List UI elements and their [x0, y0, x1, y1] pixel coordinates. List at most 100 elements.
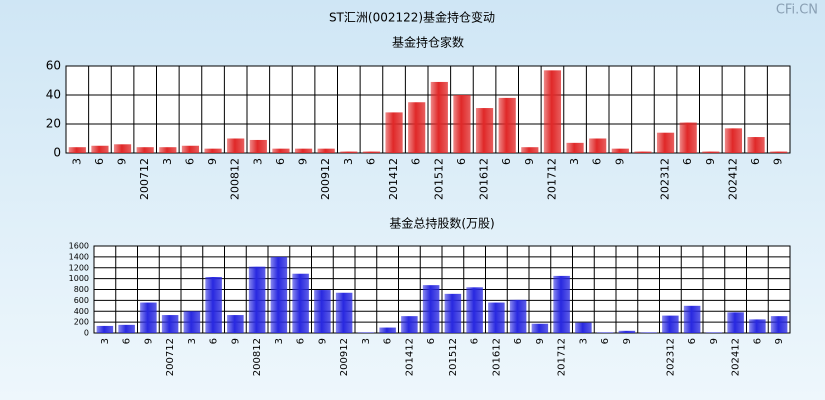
x-tick-label: 202412: [731, 338, 742, 376]
bar: [91, 145, 109, 153]
x-tick-label: 6: [600, 338, 611, 344]
bar: [161, 315, 179, 333]
x-tick-label: 9: [772, 158, 785, 165]
x-tick-label: 3: [578, 338, 589, 344]
bar: [357, 332, 375, 333]
bar: [531, 323, 549, 333]
x-tick-label: 9: [622, 338, 633, 344]
x-tick-label: 9: [230, 338, 241, 344]
x-tick-label: 200912: [319, 158, 332, 200]
bar: [183, 311, 201, 333]
bar: [430, 81, 448, 153]
x-tick-label: 201712: [557, 338, 568, 376]
x-tick-label: 3: [274, 338, 285, 344]
bar: [272, 148, 290, 153]
bar: [68, 147, 86, 153]
x-tick-label: 6: [500, 158, 513, 165]
bar: [444, 293, 462, 333]
x-tick-label: 3: [342, 158, 355, 165]
bar: [249, 139, 267, 153]
bar: [640, 332, 657, 333]
bar: [385, 112, 403, 153]
bar: [488, 302, 505, 333]
watermark: CFi.CN: [776, 3, 818, 18]
y-tick-label: 1600: [69, 242, 89, 251]
bar: [575, 322, 592, 333]
x-tick-label: 202412: [726, 158, 739, 200]
x-tick-label: 6: [183, 158, 196, 165]
bar: [521, 147, 539, 153]
y-tick-label: 1200: [69, 263, 89, 272]
bar: [683, 305, 701, 333]
bar: [705, 332, 723, 333]
bar: [422, 285, 440, 333]
bar: [679, 122, 697, 153]
bar: [589, 138, 607, 153]
x-tick-label: 6: [274, 158, 287, 165]
x-tick-label: 6: [122, 338, 133, 344]
bar: [118, 324, 135, 333]
x-tick-label: 200912: [339, 338, 350, 376]
bar: [113, 144, 132, 153]
bar: [140, 302, 157, 333]
x-tick-label: 9: [143, 338, 154, 344]
x-tick-label: 6: [749, 158, 762, 165]
bar: [498, 97, 516, 153]
bar: [553, 275, 570, 333]
x-tick-label: 201612: [478, 158, 491, 200]
y-tick-label: 0: [84, 329, 89, 338]
x-tick-label: 3: [251, 158, 264, 165]
x-tick-label: 6: [410, 158, 423, 165]
bar: [408, 102, 426, 153]
bar: [248, 266, 266, 333]
x-tick-label: 9: [613, 158, 626, 165]
x-tick-label: 201512: [448, 338, 459, 376]
x-tick-label: 9: [523, 158, 536, 165]
x-tick-label: 3: [100, 338, 111, 344]
y-tick-label: 1400: [69, 252, 89, 261]
y-tick-label: 600: [74, 296, 89, 305]
bar: [181, 145, 200, 153]
bar: [727, 312, 744, 333]
x-tick-label: 201512: [432, 158, 445, 200]
x-tick-label: 6: [591, 158, 604, 165]
x-tick-label: 9: [206, 158, 219, 165]
bar: [292, 273, 309, 333]
x-tick-label: 201412: [387, 158, 400, 200]
x-tick-label: 9: [317, 338, 328, 344]
x-tick-label: 6: [513, 338, 524, 344]
bar: [227, 315, 244, 333]
bar: [618, 330, 636, 333]
bar: [159, 147, 177, 153]
x-tick-label: 6: [455, 158, 468, 165]
x-tick-label: 9: [709, 338, 720, 344]
x-tick-label: 9: [297, 158, 310, 165]
bar: [566, 142, 584, 153]
x-tick-label: 3: [70, 158, 83, 165]
y-tick-label: 40: [46, 88, 61, 102]
x-tick-label: 200812: [229, 158, 242, 200]
bar: [611, 148, 629, 153]
x-tick-label: 6: [687, 338, 698, 344]
bar: [270, 256, 288, 333]
x-tick-label: 200812: [252, 338, 263, 376]
page-title: ST汇洲(002122)基金持仓变动: [329, 10, 495, 25]
bar: [509, 299, 527, 333]
x-tick-label: 201712: [545, 158, 558, 200]
y-tick-label: 1000: [69, 274, 89, 283]
x-tick-label: 6: [752, 338, 763, 344]
bar: [362, 151, 381, 153]
bar: [204, 148, 222, 153]
bar: [596, 332, 614, 333]
x-tick-label: 9: [704, 158, 717, 165]
x-tick-label: 200712: [165, 338, 176, 376]
y-tick-label: 200: [74, 318, 89, 327]
bar: [662, 315, 679, 333]
bar: [749, 319, 766, 333]
bar: [634, 151, 652, 153]
chart-title: 基金总持股数(万股): [389, 216, 494, 231]
x-tick-label: 6: [681, 158, 694, 165]
x-tick-label: 3: [161, 158, 174, 165]
x-tick-label: 6: [470, 338, 481, 344]
